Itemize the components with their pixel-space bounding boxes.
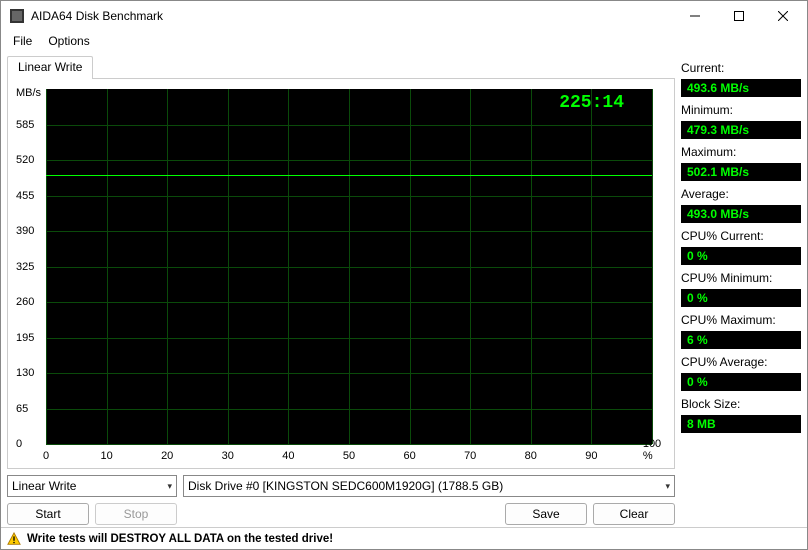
y-axis-unit: MB/s	[16, 87, 41, 99]
save-button[interactable]: Save	[505, 503, 587, 525]
app-icon	[9, 8, 25, 24]
stop-button: Stop	[95, 503, 177, 525]
mode-select[interactable]: Linear Write ▾	[7, 475, 177, 497]
x-tick-label: 50	[343, 450, 355, 462]
y-tick-label: 195	[16, 332, 34, 344]
chevron-down-icon: ▾	[167, 481, 172, 492]
x-tick-label: 10	[100, 450, 112, 462]
chart: 225:14 0 65 130 195 260 325 390 455 520 585 MB/s 0 10…	[12, 83, 670, 464]
close-button[interactable]	[761, 2, 805, 30]
buttons-row: Start Stop Save Clear	[7, 503, 675, 525]
chevron-down-icon: ▾	[665, 481, 670, 492]
warning-icon	[7, 532, 21, 546]
gridline-v	[107, 89, 108, 444]
x-tick-label: 20	[161, 450, 173, 462]
y-tick-label: 390	[16, 225, 34, 237]
stat-label-cpu-current: CPU% Current:	[681, 229, 801, 243]
x-tick-label: 30	[222, 450, 234, 462]
x-tick-label: 100 %	[643, 438, 661, 462]
y-tick-label: 130	[16, 367, 34, 379]
stat-value-minimum: 479.3 MB/s	[681, 121, 801, 139]
y-tick-label: 260	[16, 296, 34, 308]
y-tick-label: 65	[16, 403, 28, 415]
data-line	[46, 175, 652, 176]
gridline-v	[46, 89, 47, 444]
stat-label-cpu-average: CPU% Average:	[681, 355, 801, 369]
x-tick-label: 40	[282, 450, 294, 462]
stat-label-maximum: Maximum:	[681, 145, 801, 159]
stat-value-cpu-maximum: 6 %	[681, 331, 801, 349]
gridline-v	[652, 89, 653, 444]
y-tick-label: 520	[16, 154, 34, 166]
x-tick-label: 0	[43, 450, 49, 462]
stats-panel: Current: 493.6 MB/s Minimum: 479.3 MB/s …	[681, 55, 801, 525]
content: Linear Write 225:14 0 65 130 195 260 325 390 455…	[1, 51, 807, 527]
x-tick-label: 70	[464, 450, 476, 462]
x-tick-label: 60	[403, 450, 415, 462]
gridline-v	[349, 89, 350, 444]
gridline-h	[46, 444, 652, 445]
stat-label-current: Current:	[681, 61, 801, 75]
chart-container: 225:14 0 65 130 195 260 325 390 455 520 585 MB/s 0 10…	[7, 79, 675, 469]
y-tick-label: 585	[16, 119, 34, 131]
drive-select[interactable]: Disk Drive #0 [KINGSTON SEDC600M1920G] (…	[183, 475, 675, 497]
gridline-v	[167, 89, 168, 444]
stat-value-block-size: 8 MB	[681, 415, 801, 433]
stat-label-cpu-maximum: CPU% Maximum:	[681, 313, 801, 327]
y-tick-label: 325	[16, 261, 34, 273]
clear-button[interactable]: Clear	[593, 503, 675, 525]
stat-value-average: 493.0 MB/s	[681, 205, 801, 223]
spacer	[183, 503, 499, 525]
gridline-v	[531, 89, 532, 444]
elapsed-time-overlay: 225:14	[559, 93, 624, 113]
stat-value-cpu-minimum: 0 %	[681, 289, 801, 307]
stat-value-cpu-average: 0 %	[681, 373, 801, 391]
gridline-v	[591, 89, 592, 444]
gridline-v	[228, 89, 229, 444]
tab-linear-write[interactable]: Linear Write	[7, 56, 93, 79]
stat-value-current: 493.6 MB/s	[681, 79, 801, 97]
menu-file[interactable]: File	[5, 32, 40, 50]
statusbar: Write tests will DESTROY ALL DATA on the…	[1, 527, 807, 549]
status-warning-text: Write tests will DESTROY ALL DATA on the…	[27, 533, 333, 545]
y-tick-label: 455	[16, 190, 34, 202]
drive-select-value: Disk Drive #0 [KINGSTON SEDC600M1920G] (…	[188, 479, 503, 493]
x-tick-label: 90	[585, 450, 597, 462]
titlebar: AIDA64 Disk Benchmark	[1, 1, 807, 31]
plot-area: 225:14	[46, 89, 652, 444]
select-row: Linear Write ▾ Disk Drive #0 [KINGSTON S…	[7, 475, 675, 497]
menubar: File Options	[1, 31, 807, 51]
stat-value-cpu-current: 0 %	[681, 247, 801, 265]
stat-label-cpu-minimum: CPU% Minimum:	[681, 271, 801, 285]
tabbar: Linear Write	[7, 55, 675, 79]
stat-label-average: Average:	[681, 187, 801, 201]
y-tick-label: 0	[16, 438, 22, 450]
mode-select-value: Linear Write	[12, 479, 76, 493]
gridline-v	[470, 89, 471, 444]
menu-options[interactable]: Options	[40, 32, 97, 50]
start-button[interactable]: Start	[7, 503, 89, 525]
minimize-button[interactable]	[673, 2, 717, 30]
stat-value-maximum: 502.1 MB/s	[681, 163, 801, 181]
gridline-v	[288, 89, 289, 444]
stat-label-block-size: Block Size:	[681, 397, 801, 411]
left-column: Linear Write 225:14 0 65 130 195 260 325 390 455…	[7, 55, 675, 525]
maximize-button[interactable]	[717, 2, 761, 30]
x-tick-label: 80	[525, 450, 537, 462]
gridline-v	[410, 89, 411, 444]
stat-label-minimum: Minimum:	[681, 103, 801, 117]
window-title: AIDA64 Disk Benchmark	[31, 9, 673, 23]
